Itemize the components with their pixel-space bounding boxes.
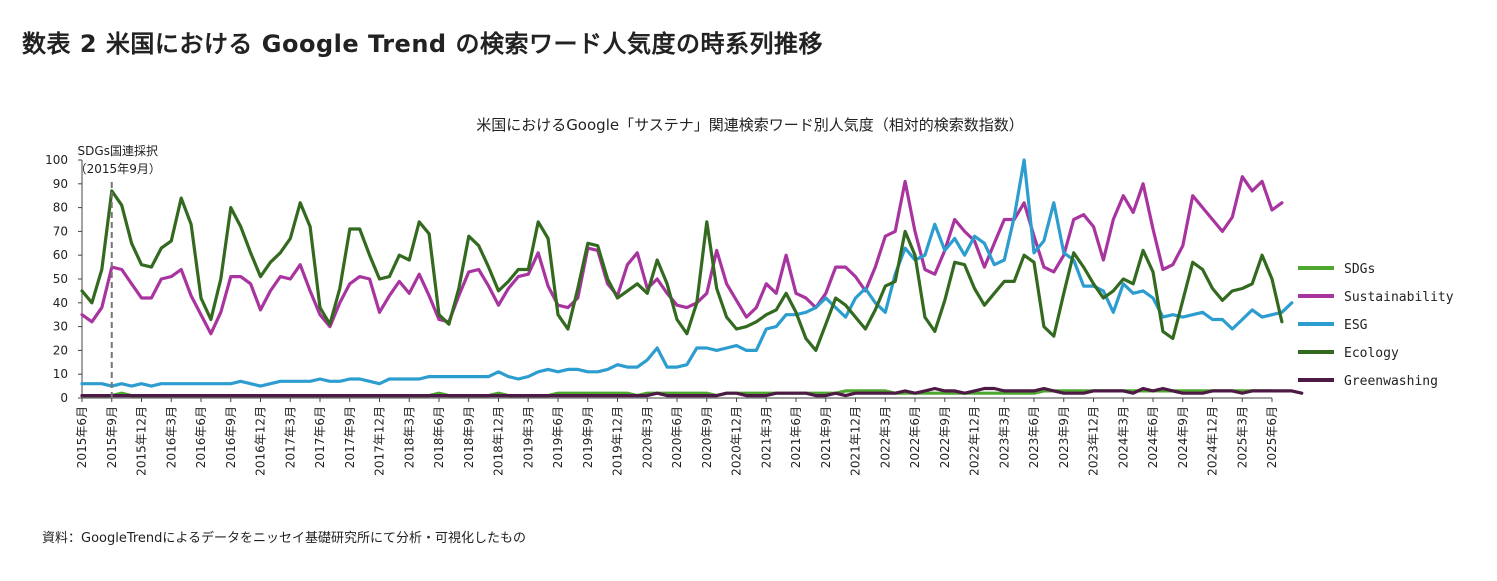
x-tick-label: 2019年9月 <box>581 406 595 468</box>
y-tick-label: 70 <box>53 224 68 238</box>
x-tick-label: 2021年6月 <box>789 406 803 468</box>
x-tick-label: 2016年9月 <box>224 406 238 468</box>
series-line-esg <box>80 158 1294 388</box>
annotation-label: SDGs国連採択 <box>78 144 158 158</box>
x-tick-label: 2024年12月 <box>1206 406 1220 476</box>
x-tick-label: 2015年12月 <box>135 406 149 476</box>
legend-label-sustainability: Sustainability <box>1344 290 1454 305</box>
x-tick-label: 2023年9月 <box>1057 406 1071 468</box>
y-tick-label: 0 <box>60 391 68 405</box>
x-tick-label: 2020年3月 <box>640 406 654 468</box>
x-tick-label: 2025年3月 <box>1235 406 1249 468</box>
x-tick-label: 2023年12月 <box>1087 406 1101 476</box>
series-line-ecology <box>80 189 1284 352</box>
legend-label-greenwashing: Greenwashing <box>1344 374 1438 389</box>
series-line-greenwashing <box>80 386 1304 398</box>
y-tick-label: 60 <box>53 248 68 262</box>
y-tick-label: 80 <box>53 201 68 215</box>
legend-label-ecology: Ecology <box>1344 346 1399 361</box>
annotation: SDGs国連採択 （2015年9月） <box>75 144 161 398</box>
x-tick-label: 2025年6月 <box>1265 406 1279 468</box>
legend: SDGs Sustainability ESG Ecology Greenwashing <box>1298 262 1454 389</box>
x-tick-label: 2024年9月 <box>1176 406 1190 468</box>
legend-label-sdgs: SDGs <box>1344 262 1375 277</box>
source-note: 資料：GoogleTrendによるデータをニッセイ基礎研究所にて分析・可視化した… <box>42 531 527 546</box>
y-axis: 0 10 20 30 40 50 60 70 80 90 100 <box>45 153 83 405</box>
x-tick-label: 2018年12月 <box>492 406 506 476</box>
x-tick-label: 2019年3月 <box>521 406 535 468</box>
x-tick-label: 2022年3月 <box>878 406 892 468</box>
x-tick-label: 2022年12月 <box>968 406 982 476</box>
y-tick-label: 40 <box>53 296 68 310</box>
x-tick-label: 2015年6月 <box>75 406 89 468</box>
x-tick-label: 2020年12月 <box>730 406 744 476</box>
x-tick-label: 2016年12月 <box>254 406 268 476</box>
x-tick-label: 2019年12月 <box>611 406 625 476</box>
x-tick-label: 2021年12月 <box>849 406 863 476</box>
chart-title: 米国におけるGoogle「サステナ」関連検索ワード別人気度（相対的検索数指数） <box>476 116 1024 134</box>
x-tick-label: 2018年9月 <box>462 406 476 468</box>
x-tick-label: 2022年9月 <box>938 406 952 468</box>
x-tick-label: 2017年9月 <box>343 406 357 468</box>
x-tick-label: 2016年3月 <box>164 406 178 468</box>
x-tick-label: 2021年3月 <box>759 406 773 468</box>
y-tick-label: 10 <box>53 367 68 381</box>
x-tick-label: 2018年6月 <box>432 406 446 468</box>
x-tick-label: 2023年6月 <box>1027 406 1041 468</box>
x-tick-label: 2015年9月 <box>105 406 119 468</box>
y-tick-label: 50 <box>53 272 68 286</box>
x-tick-label: 2017年12月 <box>373 406 387 476</box>
legend-label-esg: ESG <box>1344 318 1368 333</box>
x-tick-label: 2016年6月 <box>194 406 208 468</box>
x-tick-label: 2021年9月 <box>819 406 833 468</box>
x-tick-label: 2024年6月 <box>1146 406 1160 468</box>
x-axis: 2015年6月 2015年9月 2015年12月 2016年3月 2016年6月 2016… <box>75 397 1279 476</box>
x-tick-label: 2018年3月 <box>402 406 416 468</box>
y-tick-label: 30 <box>53 320 68 334</box>
series-line-sustainability <box>80 175 1284 336</box>
x-tick-label: 2017年3月 <box>283 406 297 468</box>
x-tick-label: 2020年9月 <box>700 406 714 468</box>
y-tick-label: 100 <box>45 153 68 167</box>
x-tick-label: 2024年3月 <box>1116 406 1130 468</box>
x-tick-label: 2020年6月 <box>670 406 684 468</box>
x-tick-label: 2022年6月 <box>908 406 922 468</box>
annotation-sublabel: （2015年9月） <box>75 162 161 176</box>
series-lines <box>80 158 1304 398</box>
y-tick-label: 20 <box>53 343 68 357</box>
y-tick-label: 90 <box>53 177 68 191</box>
x-tick-label: 2017年6月 <box>313 406 327 468</box>
x-tick-label: 2019年6月 <box>551 406 565 468</box>
x-tick-label: 2023年3月 <box>997 406 1011 468</box>
page-title: 数表 2 米国における Google Trend の検索ワード人気度の時系列推移 <box>22 30 823 58</box>
